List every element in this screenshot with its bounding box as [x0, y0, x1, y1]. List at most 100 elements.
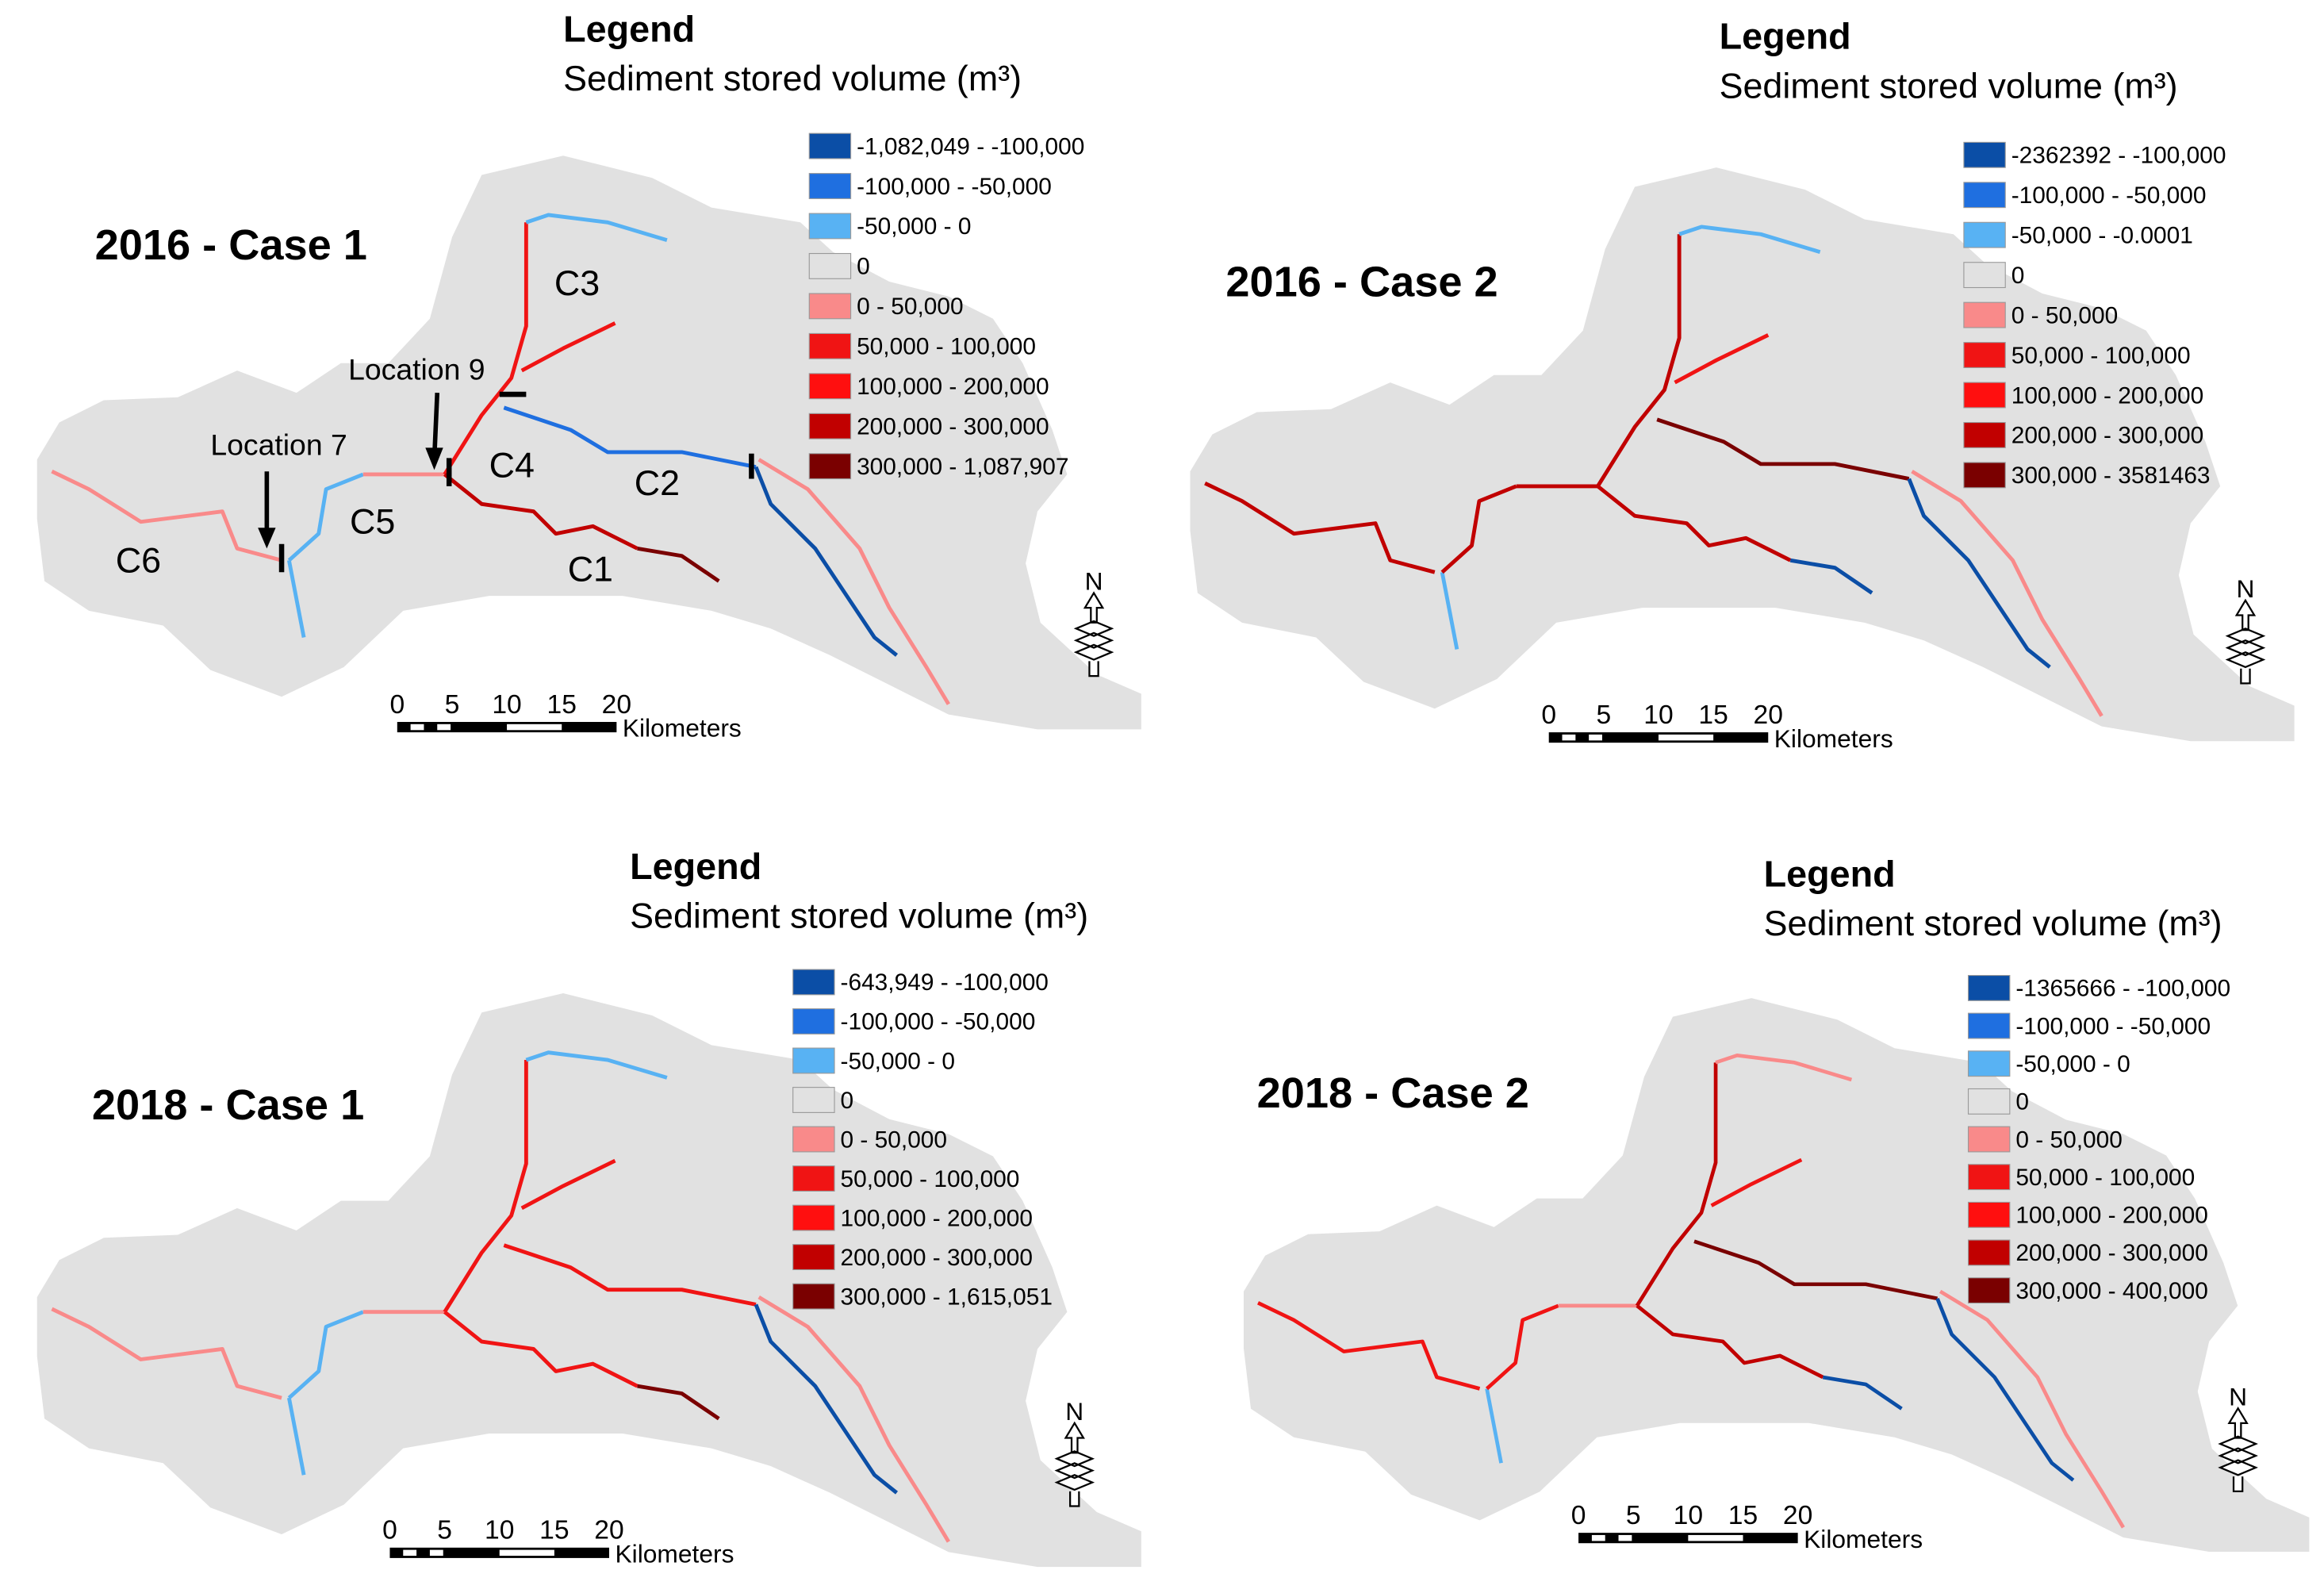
map [1244, 998, 2310, 1553]
scale-label: 20 [1754, 701, 1783, 730]
legend-label: 0 [2011, 263, 2025, 289]
location-arrow-head [425, 447, 443, 470]
river [637, 546, 720, 583]
legend-swatch [1963, 141, 2006, 168]
river [1939, 1289, 2125, 1529]
legend-swatch [1963, 262, 2006, 289]
river [287, 1397, 306, 1476]
river [1636, 1304, 1824, 1380]
river [1635, 1062, 1718, 1307]
legend-subtitle: Sediment stored volume (m³) [630, 896, 1088, 936]
legend-swatch [808, 173, 852, 199]
location-arrow-head [258, 528, 276, 549]
legend-label: 0 - 50,000 [2015, 1127, 2123, 1153]
legend-swatch [1967, 1012, 2011, 1039]
legend-swatch [1967, 1088, 2011, 1115]
channel-label: C1 [568, 548, 613, 589]
legend-swatch [792, 1244, 835, 1271]
legend-subtitle: Sediment stored volume (m³) [563, 58, 1022, 98]
legend-swatch [808, 213, 852, 240]
river [1710, 1157, 1803, 1207]
scale-label: 0 [1571, 1501, 1586, 1530]
legend-title: Legend [630, 846, 761, 887]
legend-label: -1365666 - -100,000 [2015, 976, 2230, 1002]
legend-swatch [1967, 1126, 2011, 1153]
river [287, 472, 364, 562]
panel-title: 2018 - Case 1 [92, 1081, 364, 1129]
river [443, 473, 639, 551]
legend-subtitle: Sediment stored volume (m³) [1764, 903, 2222, 943]
scale-label: 0 [1541, 701, 1556, 730]
legend-label: -100,000 - -50,000 [2011, 182, 2207, 209]
scale-label: 15 [1698, 701, 1728, 730]
legend-swatch [792, 1126, 835, 1153]
river [637, 1384, 720, 1421]
north-label: N [2236, 574, 2254, 603]
legend-swatch [792, 1283, 835, 1310]
scale-label: 20 [602, 690, 631, 720]
river [443, 1060, 528, 1314]
river [1911, 470, 2103, 717]
legend-swatch [1963, 462, 2006, 489]
river [1674, 333, 1770, 385]
river [1485, 1303, 1559, 1391]
north-arrow [2225, 598, 2266, 685]
river [1485, 1388, 1503, 1464]
legend-swatch [808, 332, 852, 359]
panel-title: 2018 - Case 2 [1257, 1069, 1529, 1117]
river [1257, 1301, 1481, 1391]
legend-swatch [808, 413, 852, 440]
legend-label: 300,000 - 400,000 [2015, 1278, 2208, 1304]
river [443, 1310, 639, 1388]
river [754, 1303, 899, 1495]
river [1693, 1239, 1939, 1301]
river [520, 1158, 616, 1211]
river [1656, 417, 1910, 481]
legend-label: 200,000 - 300,000 [2015, 1240, 2208, 1266]
scale-bar-gap [1658, 734, 1714, 741]
scale-unit: Kilometers [623, 714, 742, 743]
scale-label: 0 [389, 690, 405, 720]
north-arrow [1054, 1421, 1095, 1507]
legend-swatch [1967, 1277, 2011, 1304]
river [525, 213, 668, 243]
river [287, 559, 306, 638]
legend-swatch [1963, 342, 2006, 368]
legend-label: 100,000 - 200,000 [2015, 1203, 2208, 1229]
scale-label: 20 [594, 1516, 623, 1545]
channel-label: C6 [116, 539, 161, 580]
river [51, 1307, 282, 1400]
legend-swatch [1967, 1201, 2011, 1228]
river [1935, 1297, 2075, 1482]
scale-label: 5 [1626, 1501, 1641, 1530]
scale-label: 0 [382, 1516, 397, 1545]
scale-bar-gap [1589, 734, 1602, 741]
scale-label: 5 [1596, 701, 1611, 730]
legend-label: 0 - 50,000 [841, 1127, 948, 1153]
legend-swatch [792, 1204, 835, 1231]
river [443, 222, 528, 476]
scale-bar-gap [403, 1549, 417, 1557]
river [1907, 478, 2051, 669]
legend-swatch [792, 1087, 835, 1113]
legend-label: 0 - 50,000 [857, 294, 964, 320]
location-label: Location 7 [210, 428, 347, 462]
legend-swatch [808, 132, 852, 159]
scale-bar-gap [429, 1549, 443, 1557]
legend-swatch [792, 1008, 835, 1034]
scale-bar-gap [499, 1549, 554, 1557]
legend-label: 300,000 - 1,615,051 [841, 1284, 1053, 1310]
scale-label: 20 [1783, 1501, 1812, 1530]
legend-swatch [808, 252, 852, 279]
scale-label: 15 [547, 690, 577, 720]
scale-bar-gap [1591, 1534, 1605, 1541]
map [36, 992, 1141, 1568]
scale-unit: Kilometers [1774, 724, 1893, 753]
north-label: N [1085, 567, 1103, 596]
legend-label: -50,000 - 0 [841, 1048, 956, 1074]
river [1204, 481, 1436, 574]
river [503, 405, 757, 469]
map [1190, 167, 2295, 742]
legend-title: Legend [563, 8, 695, 49]
